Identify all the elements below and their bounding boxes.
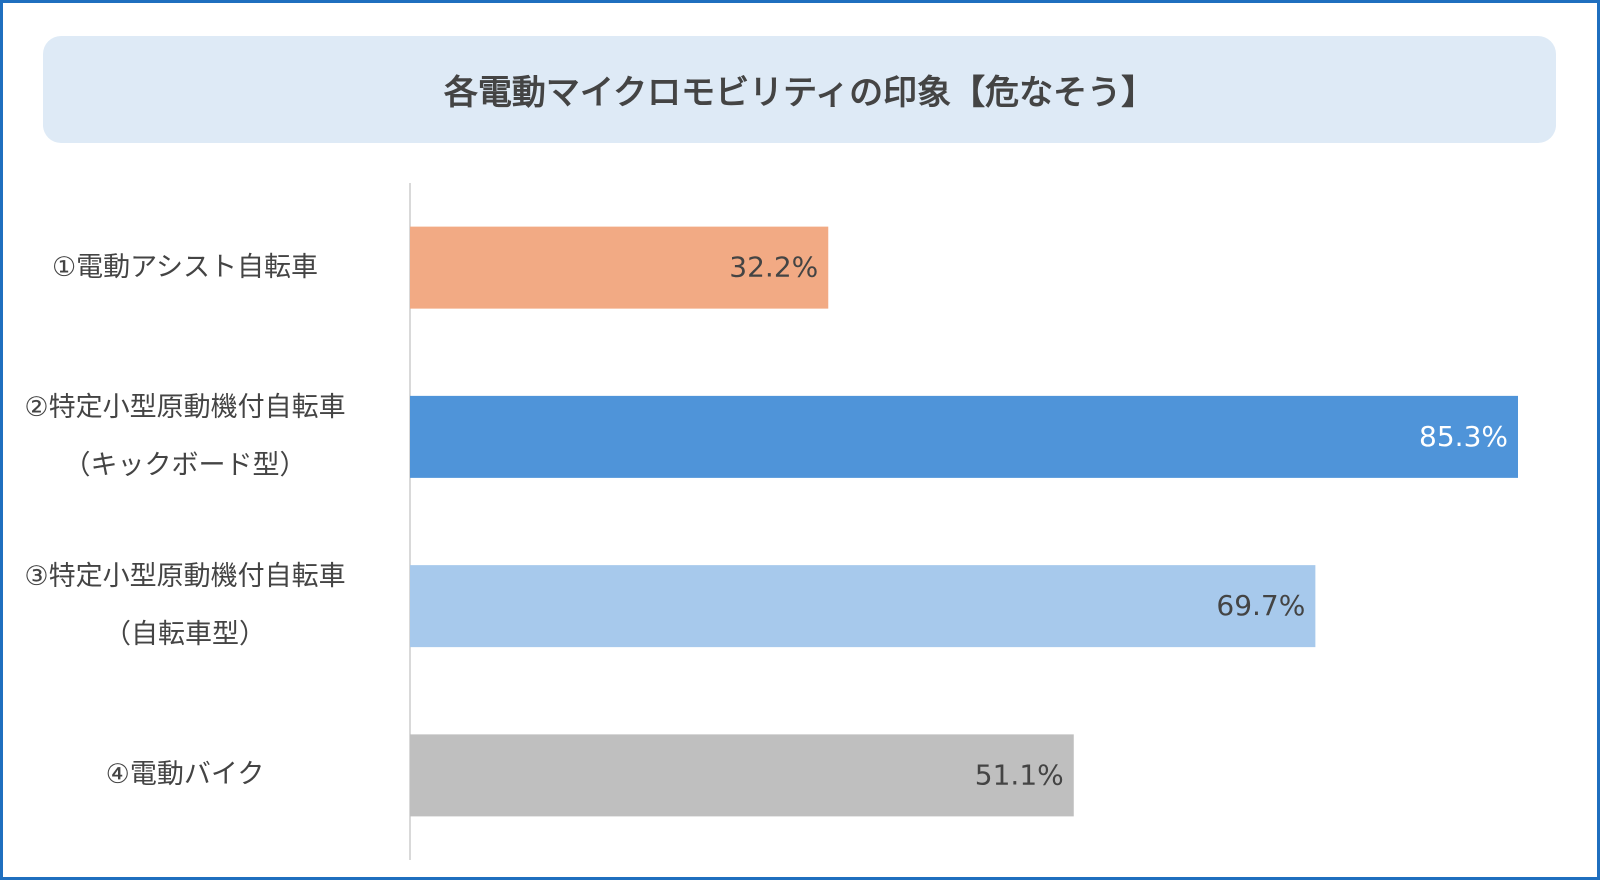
y-tick-label: ④電動バイク <box>105 759 265 791</box>
chart-title: 各電動マイクロモビリティの印象【危なそう】 <box>43 36 1556 143</box>
value-label: 85.3% <box>1419 420 1508 453</box>
bar <box>410 734 1074 817</box>
value-label: 51.1% <box>975 758 1064 791</box>
bar <box>410 226 829 309</box>
value-label: 32.2% <box>729 251 818 284</box>
y-tick-label: ②特定小型原動機付自転車 （キックボード型） <box>24 391 346 481</box>
y-tick-label: ①電動アシスト自転車 <box>51 251 319 283</box>
value-label: 69.7% <box>1216 589 1305 622</box>
y-tick-label: ③特定小型原動機付自転車 （自転車型） <box>24 561 346 651</box>
bar <box>410 565 1316 648</box>
bar <box>410 395 1518 478</box>
plot-area: 32.2% 85.3% 69.7% 51.1% <box>409 183 1518 860</box>
